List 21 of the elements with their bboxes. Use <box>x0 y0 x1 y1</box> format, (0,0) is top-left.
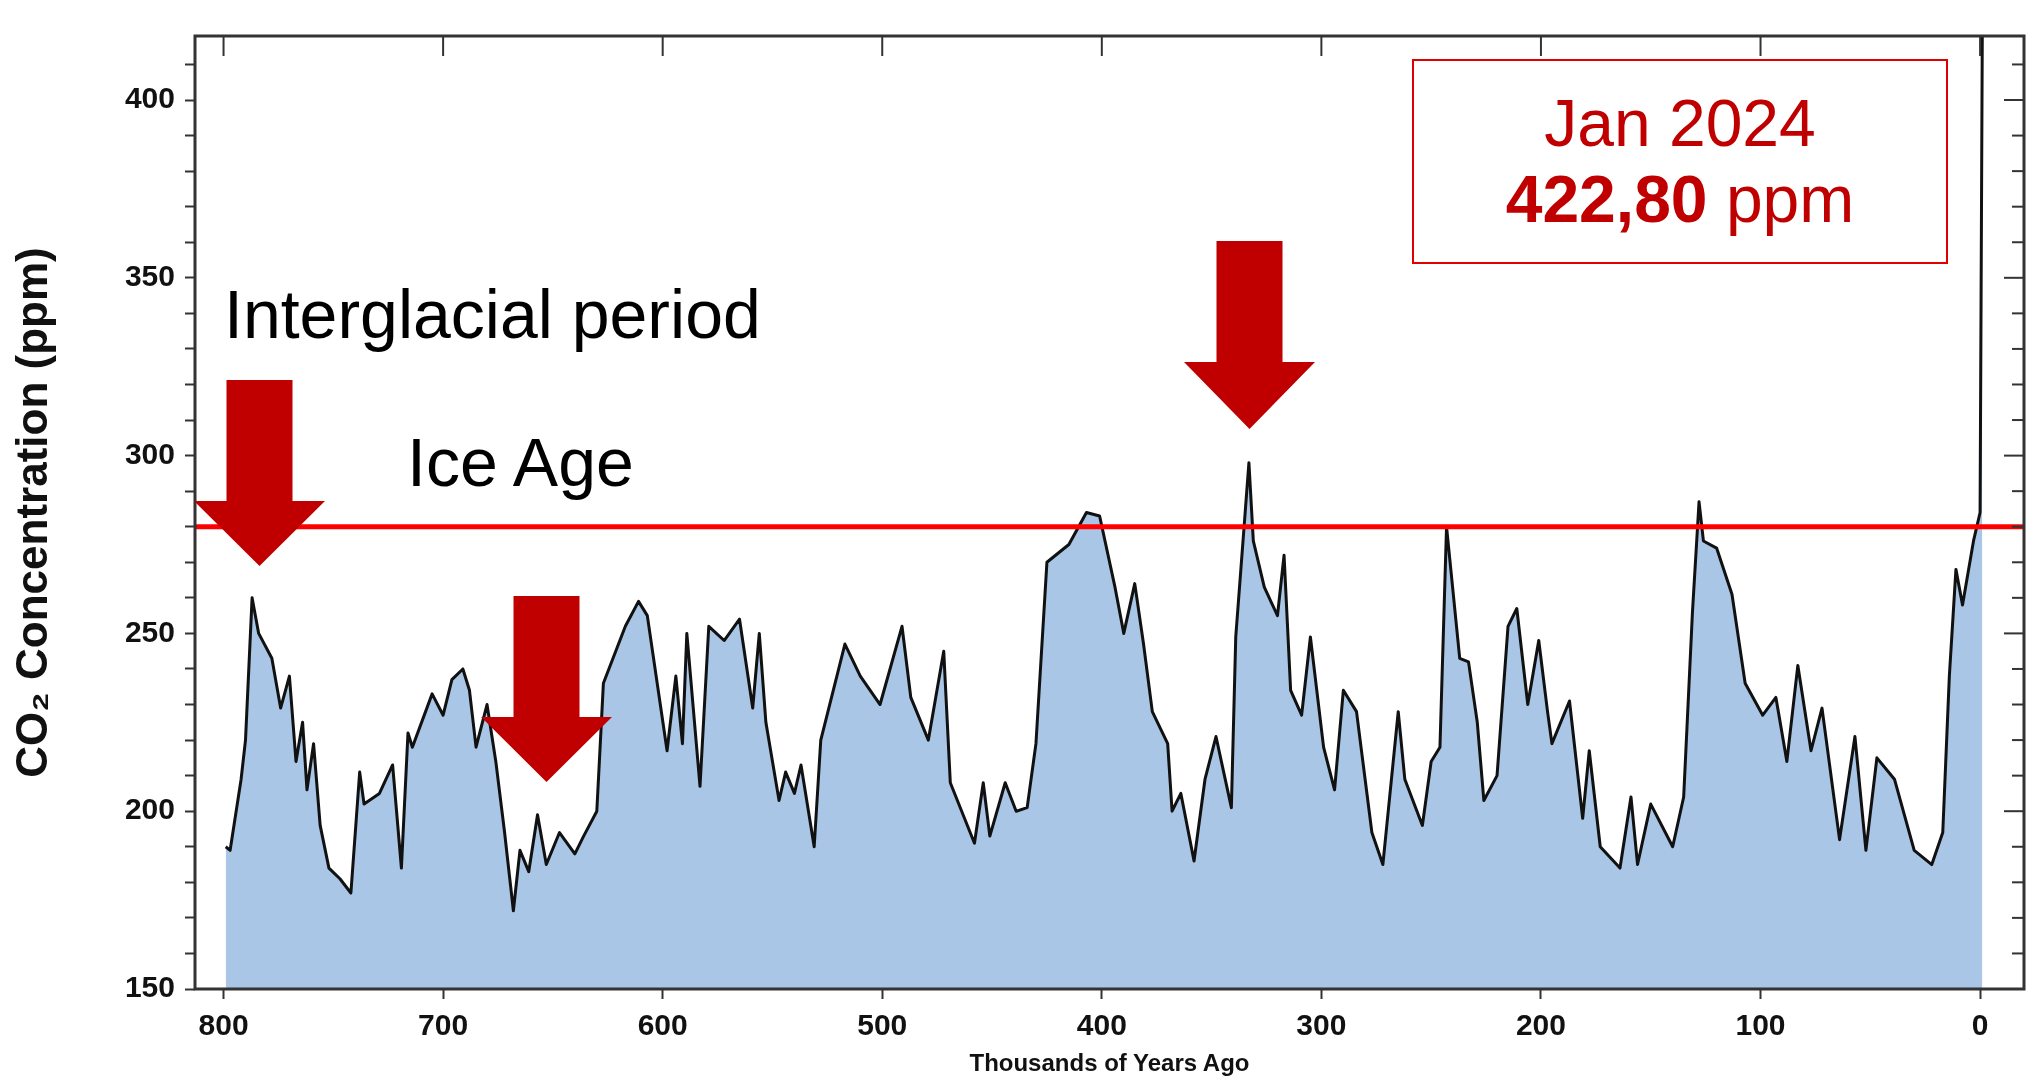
y-tick-label: 300 <box>124 436 175 470</box>
annotation: Interglacial period <box>224 276 761 352</box>
x-tick-label: 100 <box>1735 1008 1786 1042</box>
y-tick-label: 350 <box>124 259 175 293</box>
y-tick-label: 250 <box>124 614 175 648</box>
y-tick-label: 200 <box>124 792 175 826</box>
x-tick-label: 600 <box>637 1008 688 1042</box>
x-tick-label: 300 <box>1296 1008 1347 1042</box>
y-tick-label: 400 <box>124 81 175 115</box>
annotation: Ice Age <box>407 424 634 500</box>
y-axis-title: CO₂ Concentration (ppm) <box>6 247 56 778</box>
annotation: Jan 2024 <box>1544 85 1816 162</box>
x-tick-label: 500 <box>857 1008 908 1042</box>
x-tick-label: 400 <box>1076 1008 1127 1042</box>
x-tick-label: 0 <box>1971 1008 1989 1042</box>
x-tick-label: 200 <box>1515 1008 1566 1042</box>
x-tick-label: 700 <box>418 1008 469 1042</box>
annotation: 422,80 ppm <box>1505 161 1855 238</box>
x-axis-title: Thousands of Years Ago <box>969 1049 1250 1077</box>
x-tick-label: 800 <box>198 1008 249 1042</box>
y-tick-label: 150 <box>124 970 175 1004</box>
